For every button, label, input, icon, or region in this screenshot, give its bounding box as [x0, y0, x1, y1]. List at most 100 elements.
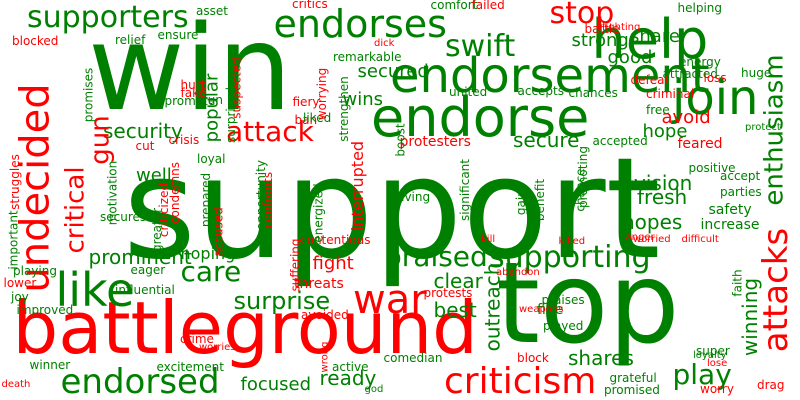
word-killed: killed [558, 236, 586, 247]
word-swift: swift [445, 29, 516, 64]
word-win: win [88, 0, 293, 137]
word-endorsed: endorsed [60, 362, 220, 400]
word-share: share [630, 26, 680, 47]
word-attracted: attracted [662, 67, 718, 81]
word-interrupted: interrupted [348, 140, 368, 232]
word-positive: positive [688, 161, 736, 175]
word-attack: attack [226, 115, 314, 148]
word-wrong: wrong [318, 341, 330, 373]
word-vision: vision [634, 171, 693, 195]
word-promote: promote [164, 94, 216, 108]
word-confronts: confronts [261, 171, 276, 229]
word-abandon: abandon [496, 267, 540, 278]
word-asset: asset [196, 4, 228, 18]
word-boost: boost [393, 123, 408, 157]
word-avoided: avoided [301, 308, 349, 322]
word-gun: gun [85, 115, 116, 165]
word-accepted: accepted [592, 134, 648, 148]
word-influential: influential [115, 283, 175, 297]
word-criticized: criticized [157, 182, 172, 238]
word-giving: giving [393, 190, 431, 204]
word-hoping: hoping [180, 244, 236, 263]
word-praised: praised [384, 240, 488, 273]
word-god: god [364, 384, 384, 395]
word-hurt: hurt [180, 78, 206, 92]
word-safety: safety [708, 202, 752, 218]
word-lower: lower [3, 276, 37, 290]
word-united: united [449, 85, 488, 99]
word-clear: clear [433, 269, 483, 293]
word-joy: joy [11, 290, 29, 304]
word-protests: protests [423, 286, 473, 300]
word-chances: chances [568, 86, 618, 100]
word-failed: failed [471, 0, 505, 12]
word-fake: fake [180, 86, 206, 100]
word-energy: energy [679, 55, 721, 69]
word-important: important [6, 210, 21, 270]
word-well: well [136, 165, 172, 186]
word-secured: secured [357, 61, 429, 82]
word-fun: fun [203, 93, 223, 107]
word-significant: significant [457, 159, 472, 221]
word-fiery: fiery [292, 95, 320, 109]
word-shares: shares [568, 346, 634, 370]
word-crime: crime [180, 332, 214, 346]
word-cut: cut [135, 139, 155, 153]
word-winner: winner [29, 358, 71, 372]
word-eager: eager [130, 263, 166, 277]
word-threats: threats [294, 276, 344, 292]
word-play: play [672, 358, 732, 391]
word-like: like [55, 263, 135, 317]
word-critical: critical [60, 166, 91, 254]
word-care: care [180, 255, 242, 288]
word-crisis: crisis [168, 133, 200, 147]
word-loyalty: loyalty [693, 350, 727, 361]
word-endorses: endorses [273, 2, 447, 46]
word-worrying: worrying [315, 67, 330, 121]
word-energized: energized [311, 183, 326, 243]
word-avoid: avoid [661, 107, 711, 128]
word-protect: protect [745, 122, 781, 133]
word-endorse: endorse [371, 86, 590, 149]
word-war: war [353, 277, 427, 323]
word-blocked: blocked [12, 34, 59, 48]
word-active: active [332, 360, 369, 374]
word-free: free [646, 103, 670, 117]
word-remarkable: remarkable [333, 50, 402, 64]
word-criticism: criticism [444, 361, 597, 400]
word-struggles: struggles [7, 154, 22, 210]
word-accept: accept [720, 169, 761, 183]
word-strengthen: strengthen [336, 76, 351, 142]
word-battle: battle [584, 22, 620, 36]
word-ensure: ensure [157, 28, 199, 42]
word-lose: lose [707, 358, 728, 369]
word-feared: feared [677, 136, 723, 152]
word-benefit: benefit [533, 178, 548, 222]
word-prepared: prepared [199, 172, 214, 228]
word-increase: increase [700, 217, 760, 233]
word-fine: fine [537, 302, 564, 318]
word-supporting: supporting [489, 240, 651, 275]
word-loss: loss [703, 71, 727, 85]
word-chance: chance [573, 168, 588, 212]
word-endorsement: endorsement [390, 48, 710, 104]
word-dick: dick [374, 38, 395, 49]
word-fight: fight [312, 253, 354, 274]
word-praises: praises [541, 293, 585, 307]
word-surprised: surprised [223, 87, 238, 143]
word-worry: worry [700, 382, 734, 396]
word-comedian: comedian [383, 351, 443, 365]
word-surprise: surprise [233, 287, 331, 315]
word-faith: faith [730, 269, 745, 297]
word-grateful: grateful [609, 371, 657, 385]
word-join: join [672, 70, 759, 126]
word-popular: popular [200, 73, 222, 143]
word-stop: stop [549, 0, 615, 31]
word-accused: accused [211, 207, 226, 257]
word-best: best [433, 298, 477, 322]
word-promises: promises [80, 67, 95, 123]
word-super: super [696, 344, 730, 358]
word-help: help [591, 8, 709, 71]
word-top: top [496, 239, 680, 369]
